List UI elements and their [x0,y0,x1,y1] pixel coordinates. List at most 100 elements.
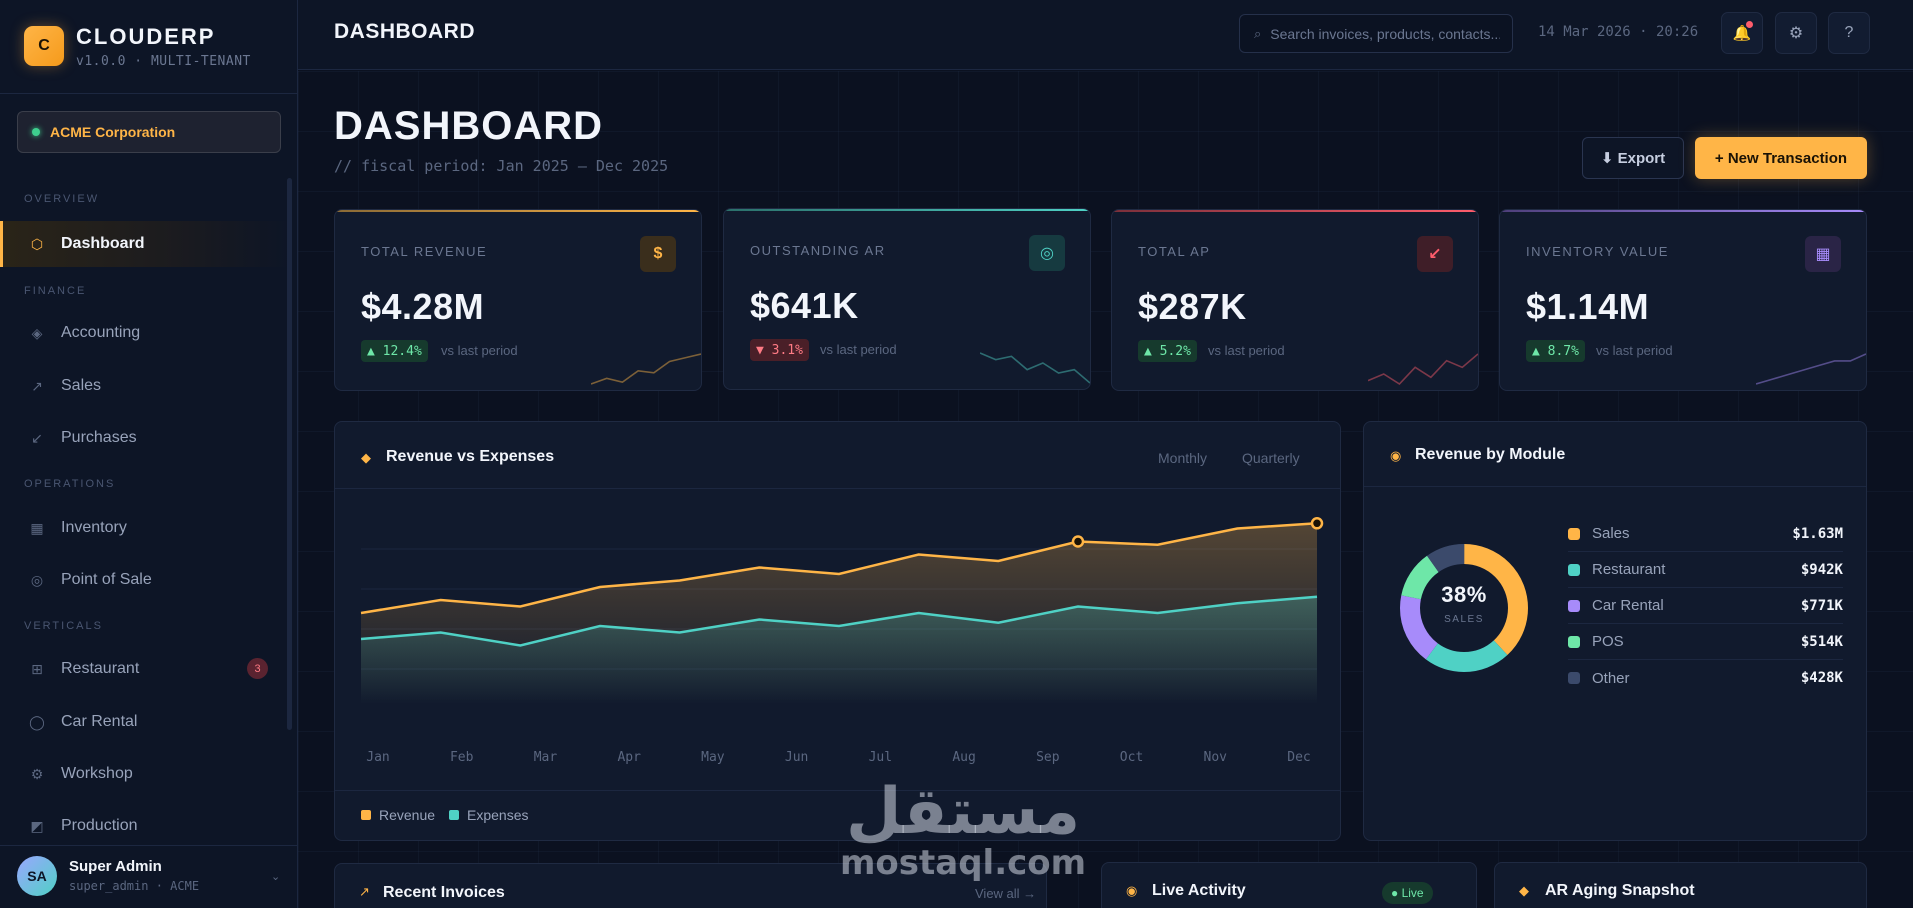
sidebar-item-dashboard[interactable]: ⬡ Dashboard [0,221,290,267]
kpi-sparkline [1368,353,1478,386]
table-icon: ⊞ [31,660,43,677]
kpi-card-total-ap[interactable]: TOTAL AP ↙ $287K ▲ 5.2% vs last period [1111,209,1479,391]
series-line-expenses [360,595,1318,647]
brand-version: v1.0.0 · MULTI-TENANT [76,54,251,69]
settings-button[interactable]: ⚙ [1775,12,1817,54]
user-name: Super Admin [69,858,162,875]
topbar-title: DASHBOARD [334,20,475,43]
tenant-name: ACME Corporation [50,124,176,140]
x-tick-label: May [701,750,725,765]
legend-swatch [361,810,371,820]
donut-center-value: 38% [1441,582,1487,607]
sidebar-item-sales[interactable]: ↗ Sales [0,363,290,409]
revenue-by-module-donut [1400,544,1528,672]
view-all-invoices-link[interactable]: View all → [975,886,1037,901]
tenant-status-dot [32,128,40,136]
new-transaction-button[interactable]: + New Transaction [1695,137,1867,179]
series-area-expenses [361,596,1317,704]
module-value: $514K [1800,633,1843,650]
kpi-change: ▲ 8.7% [1526,340,1585,362]
module-value: $942K [1800,561,1843,578]
donut-slice-other[interactable] [1400,544,1528,672]
kpi-change: ▲ 12.4% [361,340,428,362]
donut-center-label: SALES [1444,614,1484,625]
tenant-switcher[interactable]: ACME Corporation [17,111,281,153]
revenue-expenses-panel: ◆ Revenue vs Expenses Monthly Quarterly … [334,421,1341,841]
kpi-value: $641K [750,285,859,326]
diamond-icon: ◆ [361,450,371,465]
grid-icon: ▦ [1805,236,1841,272]
tab-monthly[interactable]: Monthly [1158,450,1208,466]
sidebar-item-inventory[interactable]: ▦ Inventory [0,505,290,551]
live-activity-panel: ◉ Live Activity ● Live [1101,862,1477,908]
module-swatch [1568,635,1580,648]
tab-quarterly[interactable]: Quarterly [1242,450,1300,466]
x-tick-label: Jul [869,750,892,765]
nav-section-finance: FINANCE [24,285,87,297]
user-menu[interactable]: SA Super Admin super_admin · ACME ⌄ [0,845,298,908]
series-line-revenue [360,522,1318,615]
search-box[interactable]: ⌕ [1239,14,1513,53]
panel-title: AR Aging Snapshot [1545,882,1695,899]
kpi-accent-bar [724,209,1090,211]
sidebar-item-production[interactable]: ◩ Production [0,803,290,849]
kpi-accent-bar [1112,210,1478,212]
kpi-card-outstanding-ar[interactable]: OUTSTANDING AR ◎ $641K ▼ 3.1% vs last pe… [723,208,1091,390]
legend-revenue: Revenue [361,807,435,823]
panel-divider [1364,486,1866,487]
half-square-icon: ◩ [30,817,44,834]
help-button[interactable]: ? [1828,12,1870,54]
nav-section-verticals: VERTICALS [24,620,103,632]
x-tick-label: Feb [450,750,474,765]
kpi-sparkline [1756,353,1866,385]
module-row-car-rental: Car Rental $771K [1568,588,1843,624]
brand-name: CLOUDERP [76,24,216,49]
module-value: $428K [1800,670,1843,686]
arrow-up-right-icon: ↗ [359,884,370,899]
sidebar-item-label: Workshop [61,765,133,782]
module-name: Sales [1592,525,1630,542]
panel-divider [335,790,1340,791]
notifications-button[interactable]: 🔔 [1721,12,1763,54]
arrow-down-left-icon: ↙ [31,429,43,446]
sidebar-item-label: Accounting [61,324,141,341]
kpi-sparkline [980,352,1090,384]
export-button[interactable]: ⬇ Export [1582,137,1684,179]
kpi-card-inventory-value[interactable]: INVENTORY VALUE ▦ $1.14M ▲ 8.7% vs last … [1499,209,1867,391]
chevron-down-icon: ⌄ [271,871,281,883]
brand-logo: C [24,26,64,66]
x-tick-label: Nov [1204,750,1228,765]
kpi-label: TOTAL AP [1138,244,1211,259]
arrow-down-left-icon: ↙ [1417,236,1453,272]
donut-slice-restaurant[interactable] [1400,544,1528,672]
legend-swatch [449,810,459,820]
grid-icon: ▦ [30,519,44,536]
module-name: Restaurant [1592,561,1666,578]
search-input[interactable] [1270,25,1501,42]
sidebar-item-purchases[interactable]: ↙ Purchases [0,415,290,461]
sidebar-item-car-rental[interactable]: ◯ Car Rental [0,699,290,745]
brand: C CLOUDERP v1.0.0 · MULTI-TENANT [0,0,298,94]
kpi-value: $287K [1138,286,1247,327]
sidebar-item-workshop[interactable]: ⚙ Workshop [0,751,290,797]
panel-title: Revenue vs Expenses [386,448,555,465]
topbar: DASHBOARD ⌕ 14 Mar 2026 · 20:26 🔔 ⚙ ? [298,0,1913,70]
sidebar-item-accounting[interactable]: ◈ Accounting [0,310,290,356]
diamond-icon: ◆ [1519,883,1529,898]
kpi-vs-label: vs last period [1208,343,1285,358]
donut-slice-car-rental[interactable] [1400,544,1528,672]
kpi-change: ▼ 3.1% [750,339,809,361]
sidebar-item-restaurant[interactable]: ⊞ Restaurant 3 [0,646,290,692]
notification-dot [1746,21,1753,28]
sidebar-scrollbar[interactable] [287,178,292,730]
sidebar-item-point-of-sale[interactable]: ◎ Point of Sale [0,557,290,603]
data-point-marker[interactable] [1310,517,1324,530]
kpi-label: OUTSTANDING AR [750,243,886,258]
sidebar: C CLOUDERP v1.0.0 · MULTI-TENANT ACME Co… [0,0,298,908]
module-name: Car Rental [1592,597,1664,614]
kpi-card-total-revenue[interactable]: TOTAL REVENUE $ $4.28M ▲ 12.4% vs last p… [334,209,702,391]
kpi-label: INVENTORY VALUE [1526,244,1669,259]
panel-divider [335,488,1340,489]
x-tick-label: Dec [1287,750,1310,765]
data-point-marker[interactable] [1071,535,1085,548]
